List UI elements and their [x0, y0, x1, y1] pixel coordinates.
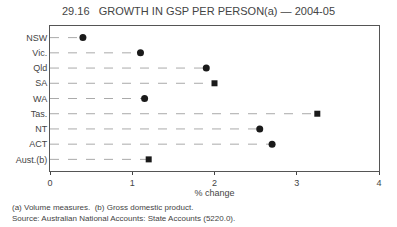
svg-text:Aust.(b): Aust.(b): [16, 155, 48, 165]
svg-text:4: 4: [376, 178, 381, 188]
svg-text:Vic.: Vic.: [32, 48, 47, 58]
svg-text:NSW: NSW: [26, 33, 48, 43]
svg-text:WA: WA: [33, 94, 47, 104]
svg-text:NT: NT: [35, 124, 47, 134]
svg-text:Source: Australian National Ac: Source: Australian National Accounts: St…: [12, 214, 235, 223]
svg-text:0: 0: [47, 178, 52, 188]
svg-text:3: 3: [294, 178, 299, 188]
svg-text:Qld: Qld: [33, 63, 47, 73]
svg-text:Tas.: Tas.: [31, 109, 48, 119]
svg-text:% change: % change: [194, 188, 234, 198]
svg-text:ACT: ACT: [29, 139, 48, 149]
svg-text:29.16 GROWTH IN GSP PER PERS: 29.16 GROWTH IN GSP PER PERSON(a) — 2004…: [62, 5, 335, 17]
svg-text:SA: SA: [35, 78, 47, 88]
svg-text:2: 2: [212, 178, 217, 188]
svg-text:1: 1: [130, 178, 135, 188]
svg-text:(a) Volume measures. (b) Gros: (a) Volume measures. (b) Gross domestic …: [12, 203, 193, 212]
